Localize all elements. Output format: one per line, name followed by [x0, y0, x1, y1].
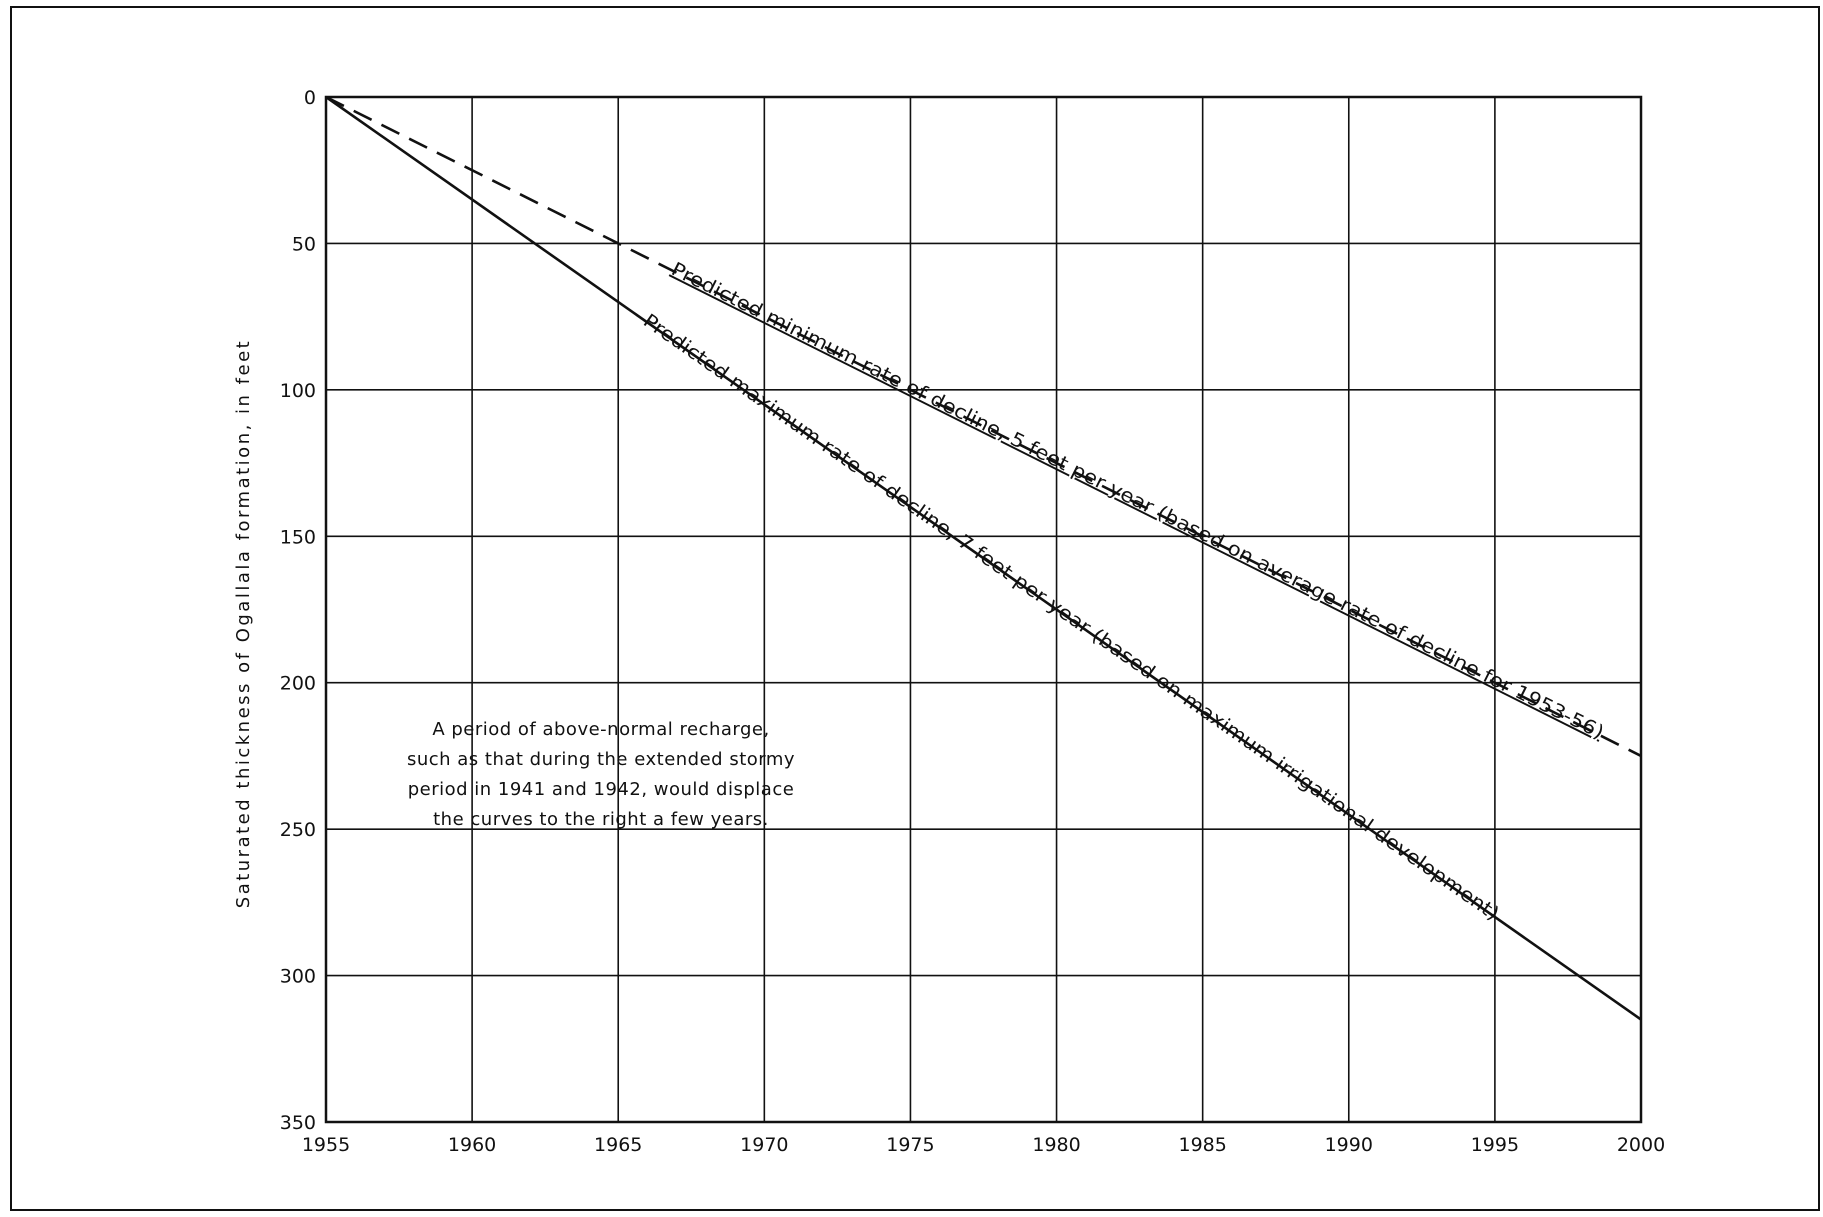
y-tick-label: 50 — [292, 233, 316, 255]
annotation-line: such as that during the extended stormy — [407, 749, 795, 770]
y-tick-label: 350 — [280, 1112, 316, 1134]
x-tick-label: 1955 — [302, 1134, 350, 1156]
line-chart: 1955 1960 1965 1970 1975 1980 1985 1990 1995 2000… — [10, 6, 1820, 1211]
annotation-line: the curves to the right a few years. — [433, 809, 769, 830]
y-tick-label: 0 — [304, 87, 316, 109]
x-tick-label: 1980 — [1032, 1134, 1080, 1156]
x-tick-label: 1985 — [1178, 1134, 1226, 1156]
x-tick-label: 1990 — [1325, 1134, 1373, 1156]
series-line-minimum — [325, 95, 1642, 758]
y-axis-title: Saturated thickness of Ogallala formatio… — [233, 339, 254, 908]
plot-area-border — [324, 95, 1643, 1124]
y-tick-label: 250 — [280, 819, 316, 841]
x-tick-label: 1995 — [1471, 1134, 1519, 1156]
y-tick-label: 100 — [280, 380, 316, 402]
grid — [325, 96, 1642, 1123]
y-tick-label: 300 — [280, 966, 316, 988]
y-tick-label: 200 — [280, 673, 316, 695]
x-tick-label: 2000 — [1617, 1134, 1665, 1156]
y-axis-ticks: 0 50 100 150 200 250 300 350 — [280, 87, 316, 1134]
series-line-maximum — [325, 95, 1642, 1021]
figure-frame: 1955 1960 1965 1970 1975 1980 1985 1990 1995 2000… — [10, 6, 1822, 1212]
x-tick-label: 1960 — [448, 1134, 496, 1156]
x-tick-label: 1970 — [740, 1134, 788, 1156]
annotation-line: period in 1941 and 1942, would displace — [408, 779, 795, 800]
x-axis-ticks: 1955 1960 1965 1970 1975 1980 1985 1990 1995 2000 — [302, 1134, 1665, 1156]
x-tick-label: 1965 — [594, 1134, 642, 1156]
series-lines — [325, 95, 1642, 1021]
outer-border — [10, 6, 1820, 1211]
x-tick-label: 1975 — [886, 1134, 934, 1156]
annotation-line: A period of above-normal recharge, — [432, 719, 769, 740]
y-tick-label: 150 — [280, 526, 316, 548]
annotation-note: A period of above-normal recharge, such … — [407, 719, 795, 830]
